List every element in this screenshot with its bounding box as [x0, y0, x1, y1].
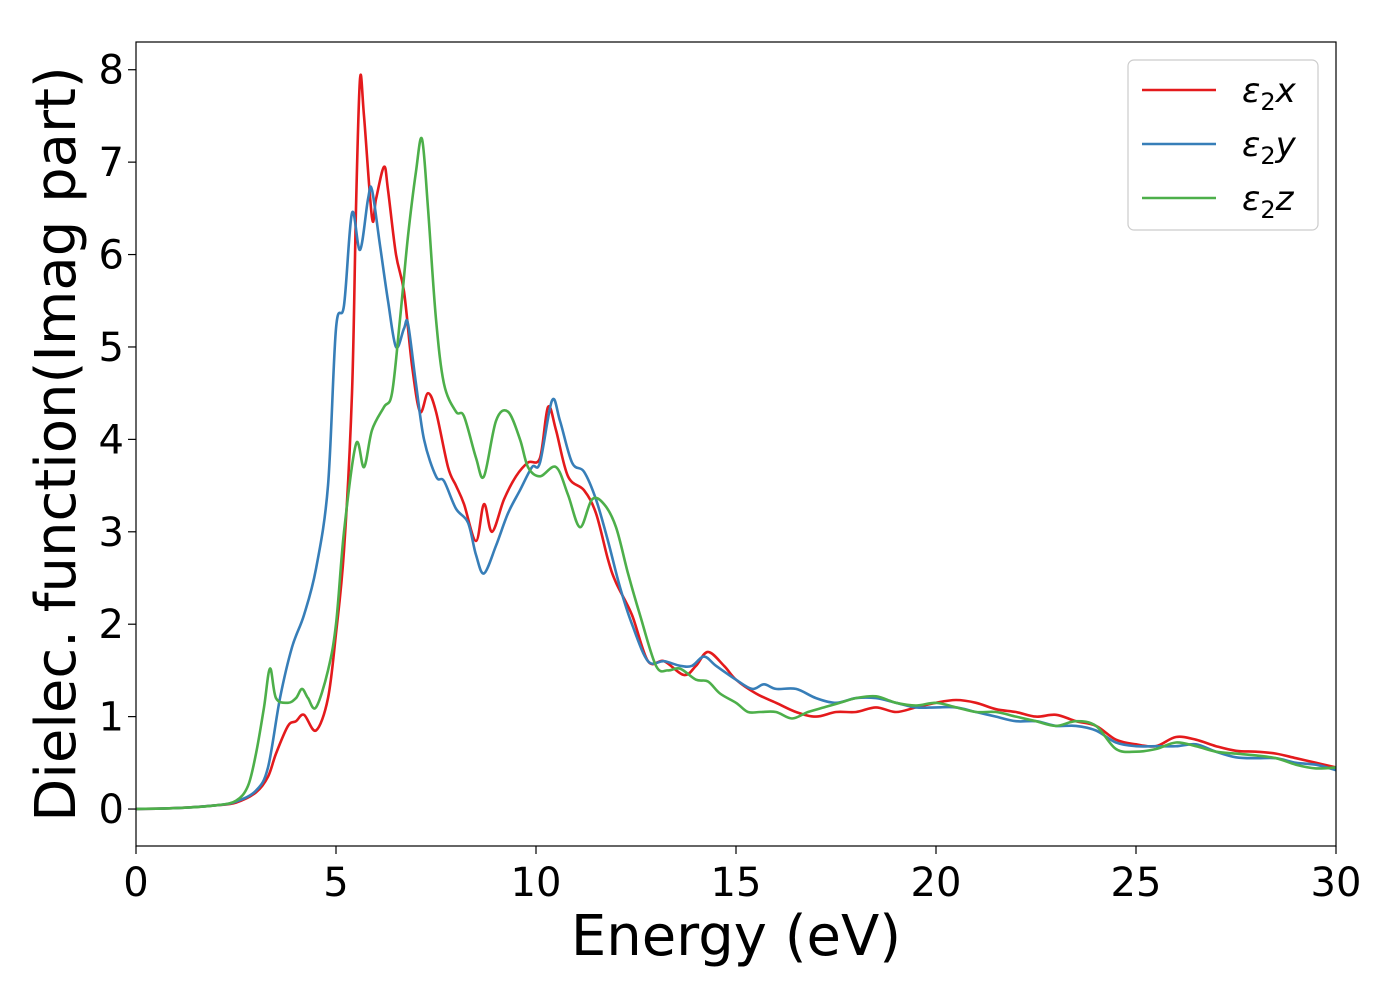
- series-line-y: [135, 185, 1337, 811]
- x-tick-label: 15: [711, 860, 762, 906]
- plot-lines: [135, 73, 1337, 811]
- x-axis-label: Energy (eV): [571, 904, 901, 969]
- legend-label: ε2y: [1242, 125, 1297, 170]
- y-tick-label: 2: [99, 602, 124, 648]
- y-tick-label: 6: [99, 233, 124, 279]
- y-tick-label: 7: [99, 140, 124, 186]
- series-line-z: [135, 136, 1337, 811]
- x-tick-label: 5: [323, 860, 348, 906]
- x-axis: 0 5 10 15 20 25 30: [123, 846, 1361, 906]
- y-axis-label: Dielec. function(Imag part): [24, 66, 89, 822]
- y-tick-label: 0: [99, 787, 124, 833]
- y-axis: 0 1 2 3 4 5 6 7 8: [99, 48, 136, 833]
- y-tick-label: 1: [99, 695, 124, 741]
- legend-label: ε2z: [1242, 179, 1295, 224]
- y-tick-label: 8: [99, 48, 124, 94]
- legend-label: ε2x: [1242, 71, 1297, 116]
- y-tick-label: 3: [99, 510, 124, 556]
- legend-box: [1127, 59, 1319, 231]
- x-tick-label: 10: [511, 860, 562, 906]
- x-tick-label: 20: [911, 860, 962, 906]
- legend: ε2x ε2y ε2z: [1127, 59, 1319, 231]
- x-tick-label: 30: [1311, 860, 1362, 906]
- x-tick-label: 25: [1111, 860, 1162, 906]
- series-line-x: [135, 73, 1337, 811]
- x-tick-label: 0: [123, 860, 148, 906]
- y-tick-label: 5: [99, 325, 124, 371]
- y-tick-label: 4: [99, 417, 124, 463]
